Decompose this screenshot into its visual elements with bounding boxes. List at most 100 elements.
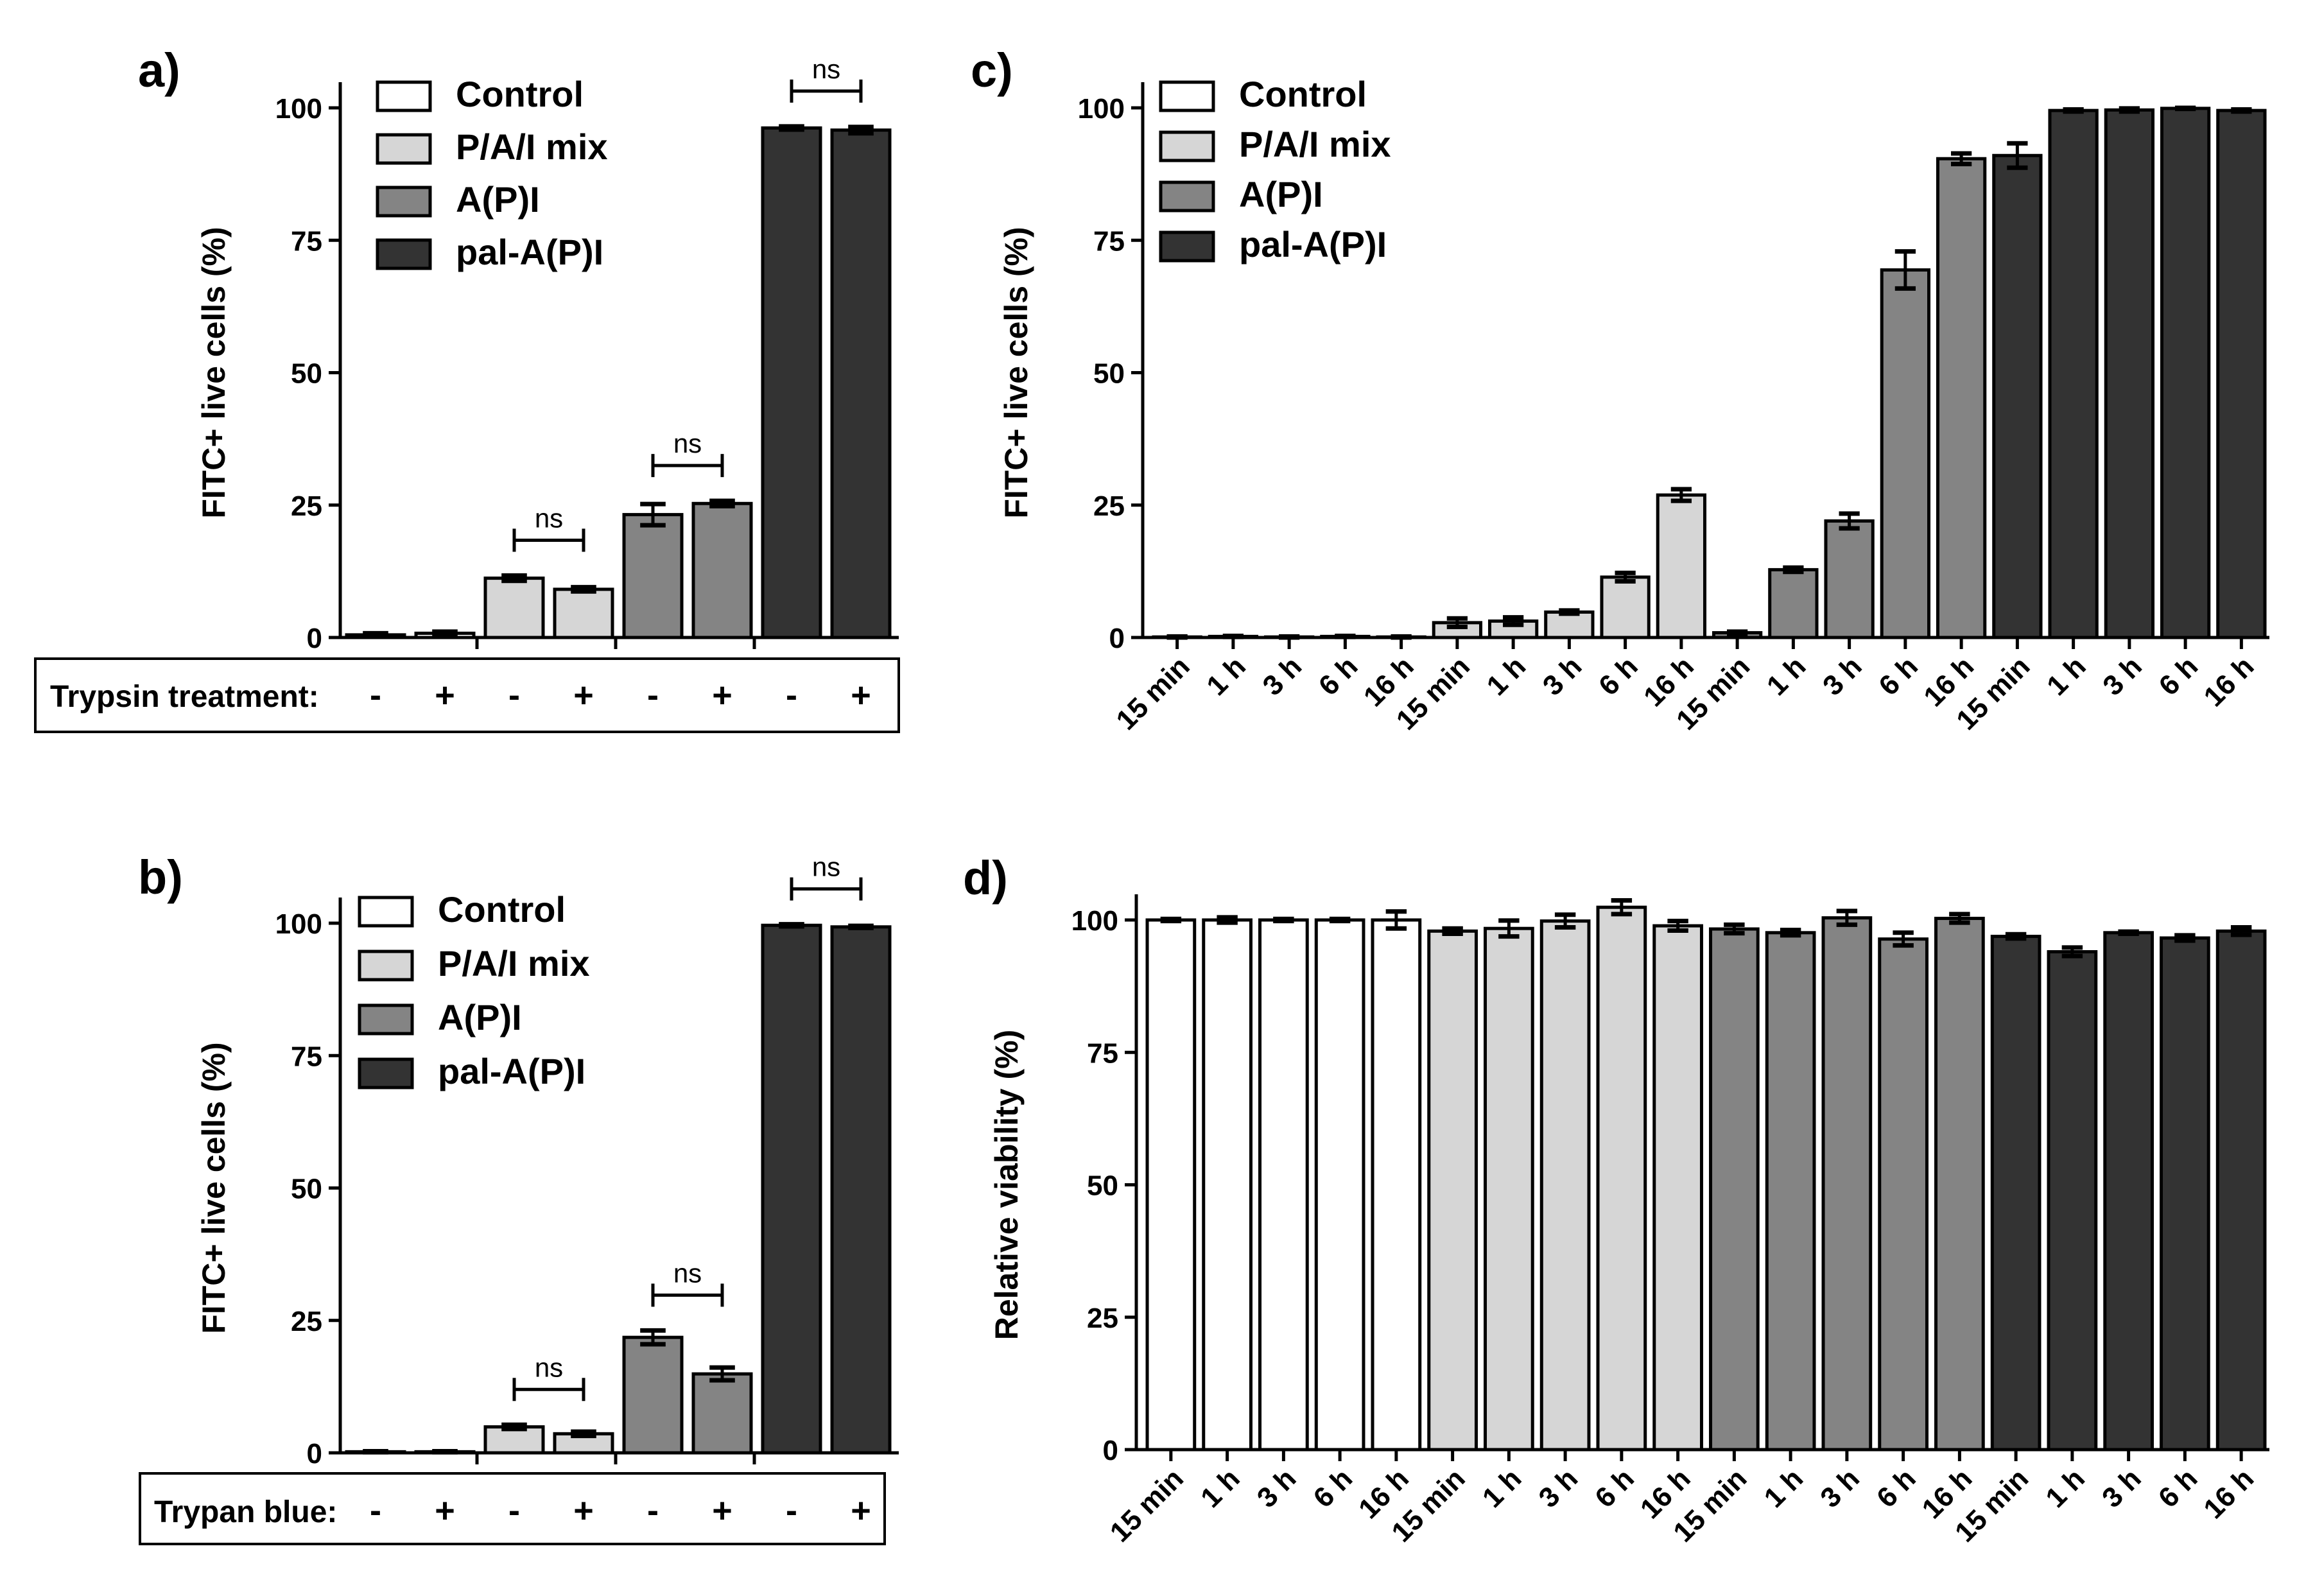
legend-swatch	[376, 80, 432, 112]
bar	[1936, 157, 1987, 639]
y-tick-label: 0	[1109, 623, 1125, 654]
bar	[830, 925, 892, 1455]
significance-label: ns	[812, 54, 840, 84]
treatment-symbol: +	[851, 1491, 871, 1530]
legend-label: P/A/I mix	[1239, 124, 1391, 164]
legend-swatch	[358, 1057, 414, 1089]
x-tick-label: 1 h	[1761, 650, 1812, 702]
x-tick-label: 1 h	[1201, 650, 1252, 702]
panel-b-trypan-blue-chart: 0 25 50 75 100 FITC+ live cells (%) b) ns ns ns Tr…	[138, 851, 899, 1545]
bar	[2048, 108, 2099, 639]
treatment-symbol: +	[435, 676, 455, 715]
x-tick-label: 3 h	[2096, 1462, 2147, 1514]
x-tick-label: 16 h	[2198, 650, 2260, 713]
bar	[1539, 919, 1591, 1452]
x-tick-label: 3 h	[1251, 1462, 1303, 1514]
y-tick-label: 75	[1093, 225, 1125, 257]
y-tick-label: 50	[1093, 358, 1125, 390]
x-tick-label: 3 h	[1533, 1462, 1584, 1514]
bar	[622, 513, 684, 639]
bar	[1878, 937, 1929, 1452]
legend-swatch	[376, 133, 432, 165]
y-tick-label: 25	[291, 490, 322, 522]
significance-label: ns	[673, 1258, 702, 1288]
treatment-symbol: -	[647, 1491, 659, 1530]
legend-swatch	[376, 238, 432, 270]
x-tick-label: 1 h	[2041, 650, 2092, 702]
treatment-symbol: -	[786, 1491, 797, 1530]
bar	[2103, 931, 2154, 1452]
x-tick-label: 6 h	[2153, 650, 2205, 702]
panel-d-viability-chart: 0 25 50 75 100 Relative viability (%) d) 15 min…	[963, 851, 2269, 1548]
x-tick-label: 6 h	[1589, 1462, 1640, 1514]
y-tick-label: 25	[291, 1306, 322, 1337]
legend-swatch	[376, 186, 432, 218]
bar	[1992, 153, 2043, 639]
bar	[1990, 935, 2041, 1452]
bar	[553, 587, 614, 639]
x-tick-label: 1 h	[1195, 1462, 1246, 1514]
bar	[1880, 268, 1931, 639]
panel-label: b)	[138, 851, 183, 904]
bar	[2047, 950, 2098, 1452]
bar	[1765, 931, 1816, 1452]
legend-label: A(P)I	[456, 179, 540, 220]
bar	[1652, 924, 1703, 1452]
treatment-symbol: +	[435, 1491, 455, 1530]
treatment-box	[34, 657, 900, 733]
y-tick-label: 0	[307, 623, 322, 654]
legend-label: P/A/I mix	[438, 943, 590, 984]
treatment-symbol: +	[573, 676, 594, 715]
treatment-symbol: +	[851, 676, 871, 715]
significance-label: ns	[535, 503, 563, 533]
treatment-label: Trypan blue:	[154, 1495, 337, 1529]
bar	[2216, 108, 2267, 639]
bar	[1709, 927, 1760, 1452]
x-tick-label: 6 h	[1593, 650, 1644, 702]
x-tick-label: 15 min	[1110, 650, 1195, 736]
x-tick-label: 1 h	[1481, 650, 1532, 702]
treatment-symbol: -	[508, 676, 520, 715]
legend-swatch	[1159, 130, 1215, 162]
treatment-symbol: -	[786, 676, 797, 715]
x-tick-label: 3 h	[1814, 1462, 1866, 1514]
bar	[1314, 918, 1365, 1452]
bar	[691, 501, 753, 639]
bar	[1934, 917, 1985, 1452]
x-tick-label: 1 h	[2040, 1462, 2091, 1514]
y-axis-title: FITC+ live cells (%)	[998, 227, 1034, 518]
y-tick-label: 100	[275, 93, 322, 125]
y-axis-title: FITC+ live cells (%)	[196, 1042, 232, 1333]
treatment-symbol: -	[370, 676, 381, 715]
bar	[1258, 918, 1309, 1452]
x-tick-label: 1 h	[1477, 1462, 1528, 1514]
legend-label: Control	[1239, 74, 1367, 114]
y-axis-title: FITC+ live cells (%)	[196, 227, 232, 518]
treatment-symbol: +	[573, 1491, 594, 1530]
treatment-symbol: +	[712, 1491, 732, 1530]
bar	[2104, 108, 2155, 639]
bar	[2215, 929, 2267, 1452]
treatment-label: Trypsin treatment:	[50, 680, 319, 714]
legend-label: Control	[438, 889, 566, 930]
y-tick-label: 75	[291, 1041, 322, 1072]
x-tick-label: 6 h	[1871, 1462, 1922, 1514]
legend-label: P/A/I mix	[456, 126, 608, 167]
x-tick-label: 3 h	[1817, 650, 1868, 702]
y-tick-label: 0	[1103, 1435, 1118, 1466]
treatment-symbol: +	[712, 676, 732, 715]
treatment-symbol: -	[370, 1491, 381, 1530]
bar	[761, 126, 822, 639]
y-tick-label: 100	[1071, 905, 1118, 937]
legend-swatch	[358, 950, 414, 982]
y-tick-label: 50	[291, 1174, 322, 1205]
legend-label: Control	[456, 74, 584, 114]
treatment-box	[139, 1472, 886, 1545]
legend-label: pal-A(P)I	[438, 1051, 585, 1091]
panel-label: c)	[971, 44, 1013, 97]
x-tick-label: 3 h	[2097, 650, 2148, 702]
legend-label: A(P)I	[438, 997, 522, 1037]
bar	[1427, 929, 1478, 1452]
x-tick-label: 3 h	[1257, 650, 1308, 702]
